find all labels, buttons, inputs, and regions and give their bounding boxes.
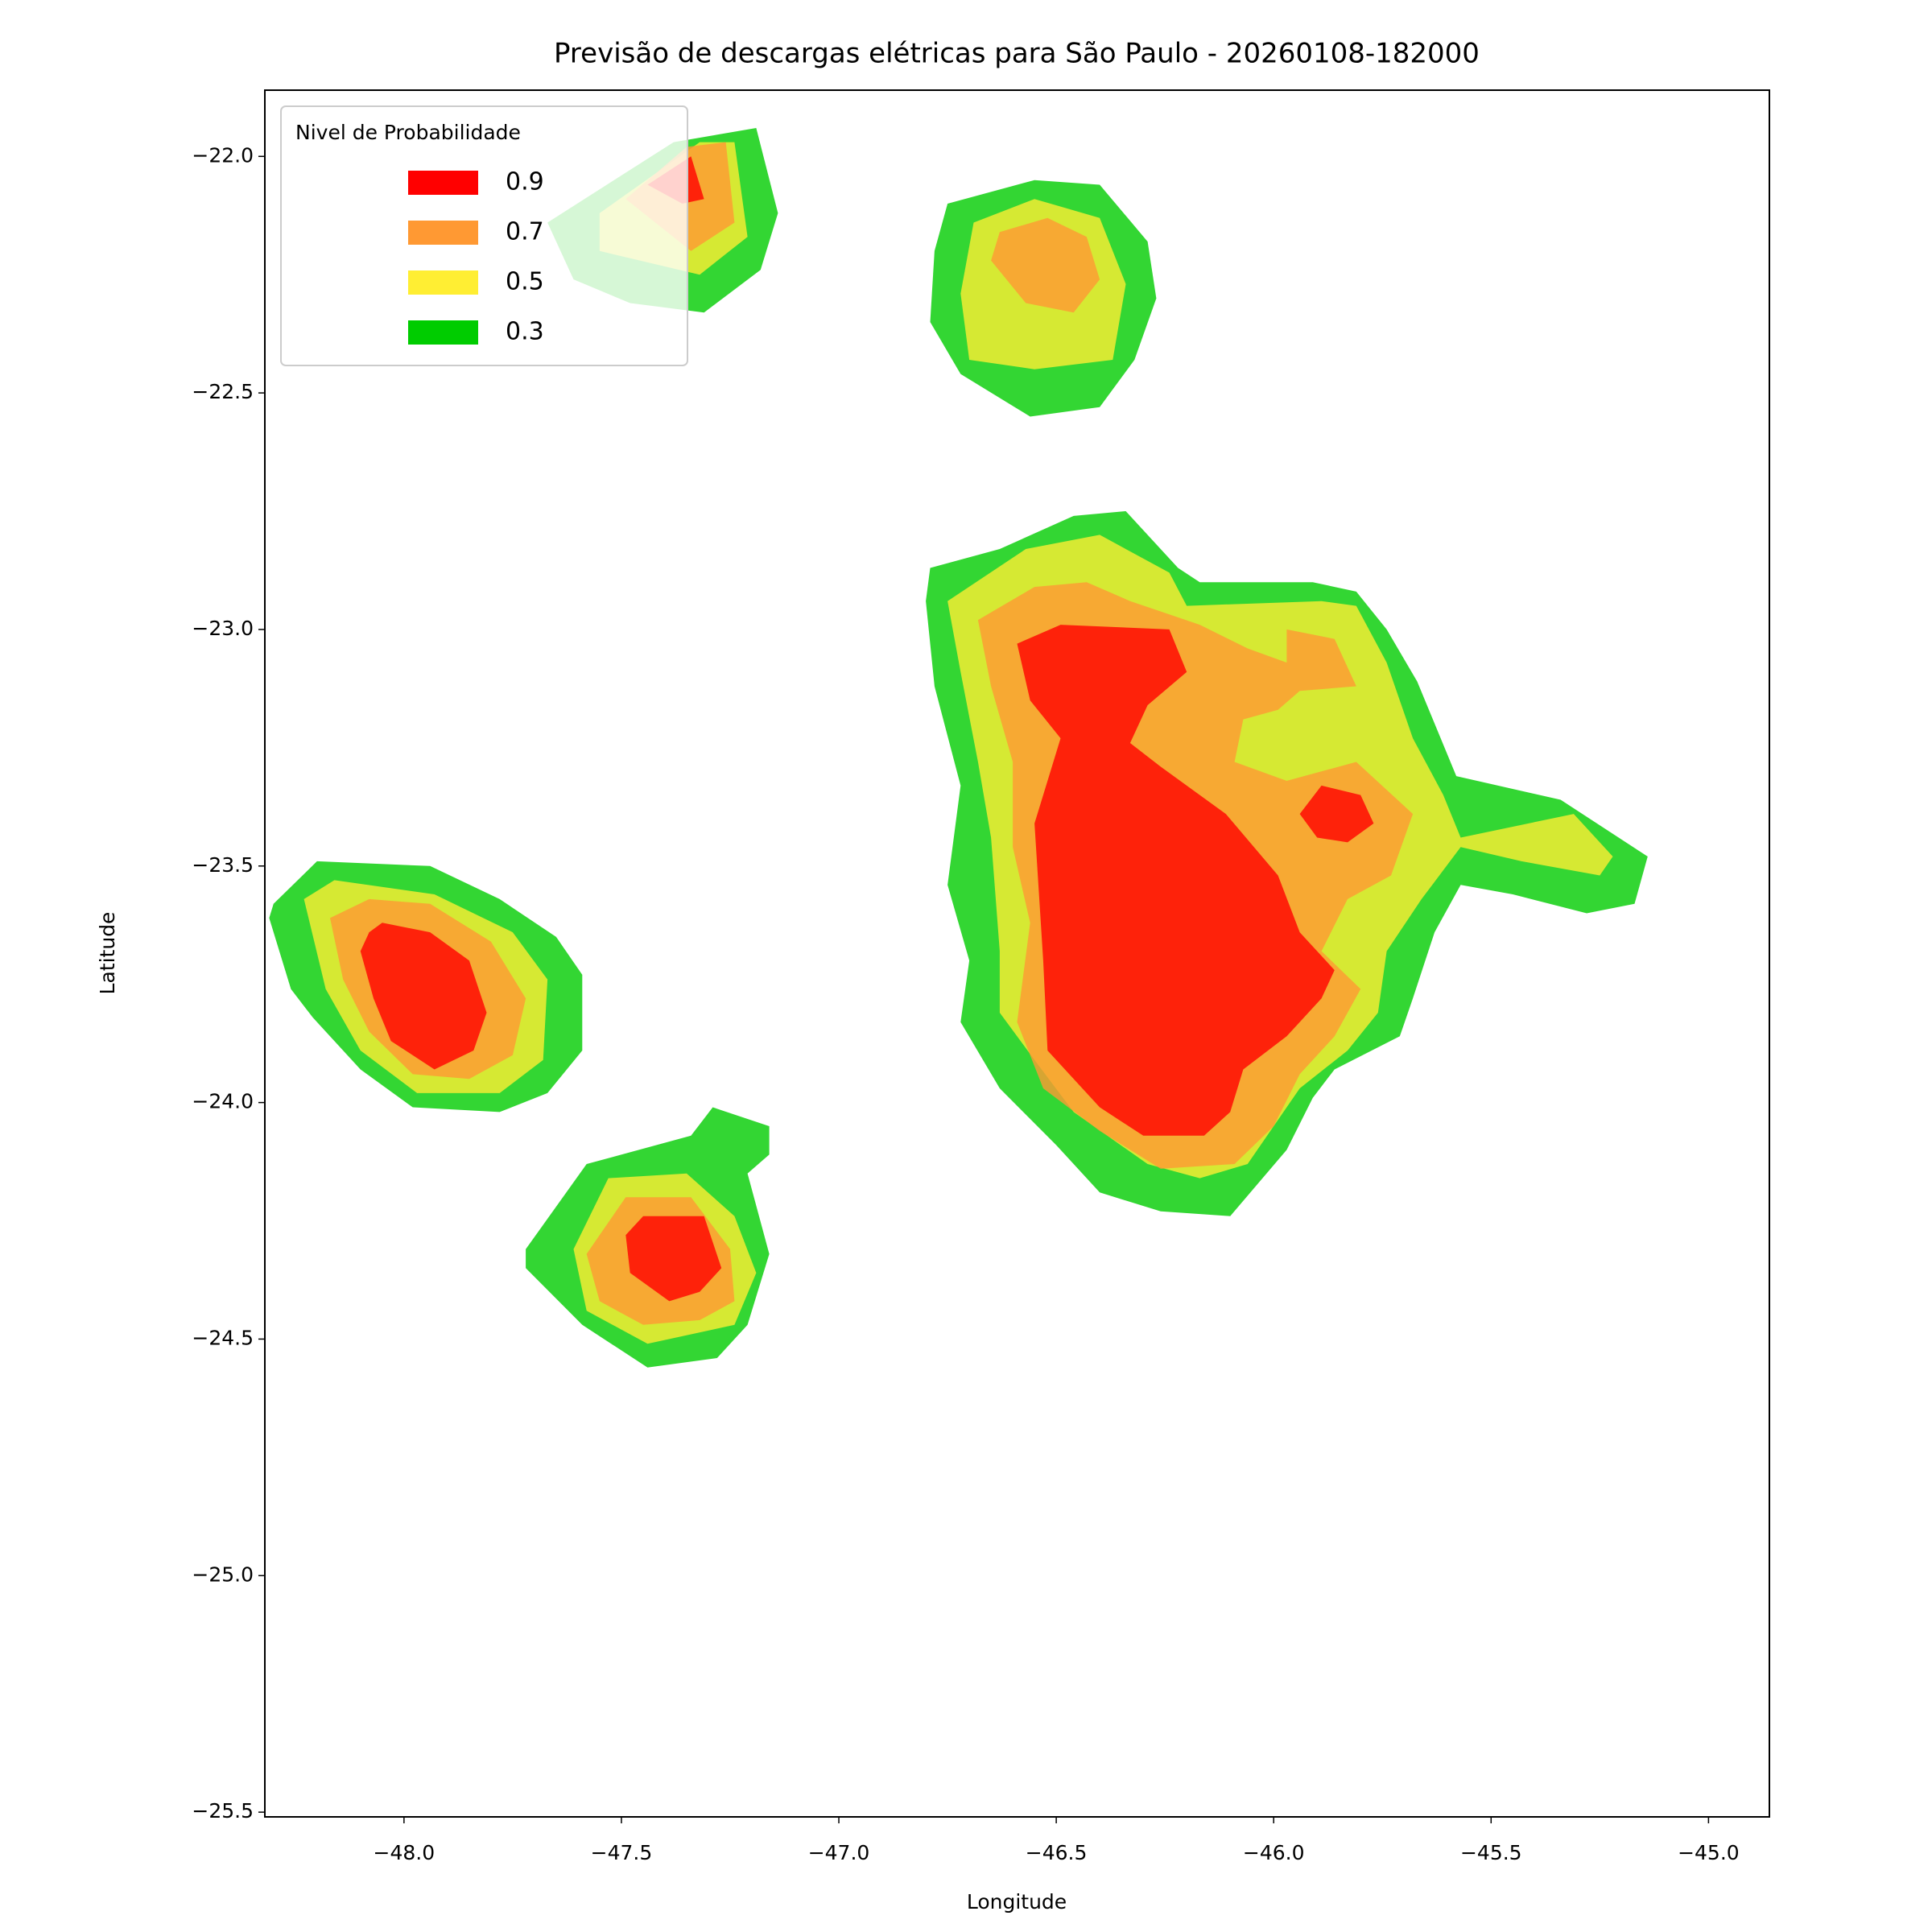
- y-tick-label: −24.5: [192, 1326, 254, 1349]
- y-tick-label: −23.5: [192, 853, 254, 877]
- y-tick-label: −25.0: [192, 1563, 254, 1586]
- x-tick-label: −47.5: [591, 1841, 653, 1864]
- chart-title: Previsão de descargas elétricas para São…: [554, 38, 1480, 70]
- x-tick-label: −47.0: [808, 1841, 870, 1864]
- contour-region: [1299, 785, 1374, 843]
- contour-region: [1017, 625, 1335, 1136]
- y-tick-label: −23.0: [192, 617, 254, 640]
- legend-label: 0.5: [506, 268, 544, 296]
- legend-box: [280, 105, 688, 366]
- x-tick-label: −46.5: [1026, 1841, 1088, 1864]
- x-tick-label: −46.0: [1243, 1841, 1305, 1864]
- x-axis-label: Longitude: [967, 1890, 1067, 1913]
- y-tick-label: −25.5: [192, 1799, 254, 1823]
- legend-label: 0.9: [506, 168, 544, 196]
- legend-label: 0.7: [506, 218, 544, 246]
- legend-title: Nivel de Probabilidade: [295, 121, 521, 144]
- contour-region: [991, 217, 1100, 313]
- legend-swatch: [408, 221, 478, 245]
- y-axis-label: Latitude: [96, 912, 119, 995]
- legend-swatch: [408, 171, 478, 195]
- y-tick-label: −22.0: [192, 143, 254, 167]
- x-tick-label: −45.5: [1460, 1841, 1522, 1864]
- legend-swatch: [408, 270, 478, 295]
- y-tick-label: −24.0: [192, 1090, 254, 1113]
- y-tick-label: −22.5: [192, 380, 254, 403]
- x-tick-label: −48.0: [374, 1841, 436, 1864]
- contour-region: [625, 1216, 722, 1302]
- plot-frame: [264, 89, 1770, 1818]
- x-tick-label: −45.0: [1678, 1841, 1740, 1864]
- legend-label: 0.3: [506, 318, 544, 346]
- contour-region: [360, 923, 487, 1070]
- legend-swatch: [408, 320, 478, 345]
